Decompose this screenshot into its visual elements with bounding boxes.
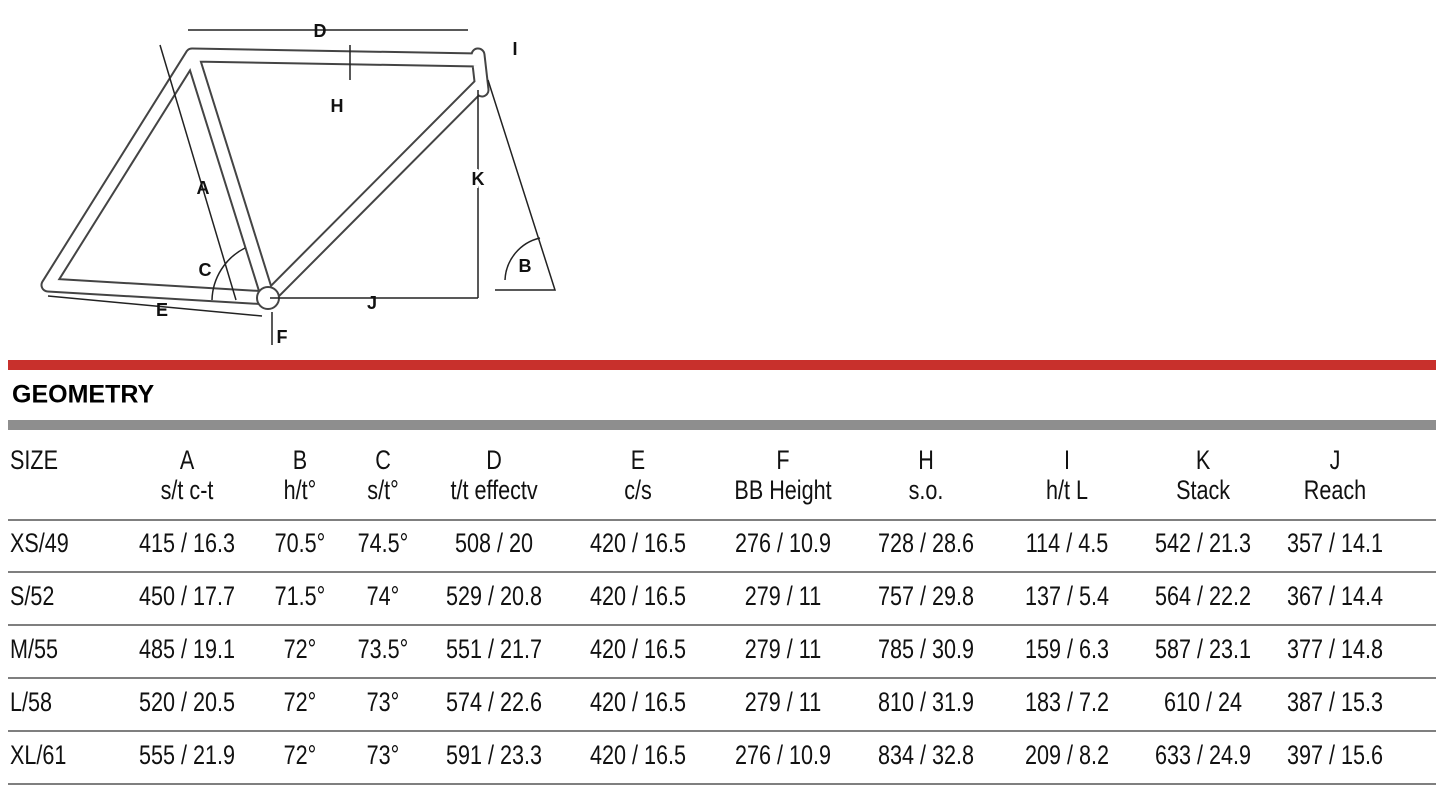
value-cell: 72° [284, 635, 317, 665]
value-cell: 137 / 5.4 [1025, 582, 1109, 612]
value-cell: 279 / 11 [745, 582, 821, 612]
header-name: BB Height [734, 476, 831, 506]
value-cell: 183 / 7.2 [1025, 688, 1109, 718]
diagram-label: F [277, 327, 288, 347]
value-cell: 508 / 20 [455, 529, 533, 559]
diagram-label: K [472, 169, 485, 189]
header-name: s/t c-t [161, 476, 214, 506]
header-name: SIZE [10, 446, 58, 476]
diagram-label: D [314, 21, 327, 41]
value-cell: 276 / 10.9 [735, 741, 831, 771]
value-cell: 810 / 31.9 [878, 688, 974, 718]
size-cell: XL/61 [10, 741, 66, 771]
header-name: Stack [1176, 476, 1231, 506]
header-letter: D [486, 446, 502, 476]
value-cell: 529 / 20.8 [446, 582, 542, 612]
value-cell: 420 / 16.5 [590, 582, 686, 612]
value-cell: 276 / 10.9 [735, 529, 831, 559]
header-letter: J [1330, 446, 1341, 476]
value-cell: 114 / 4.5 [1026, 529, 1108, 559]
header-letter: B [293, 446, 307, 476]
value-cell: 633 / 24.9 [1155, 741, 1251, 771]
value-cell: 159 / 6.3 [1025, 635, 1109, 665]
diagram-label: H [331, 96, 344, 116]
value-cell: 485 / 19.1 [139, 635, 235, 665]
value-cell: 387 / 15.3 [1287, 688, 1383, 718]
diagram-label: B [519, 256, 532, 276]
header-letter: F [776, 446, 789, 476]
section-title: GEOMETRY [12, 381, 154, 409]
value-cell: 74° [367, 582, 400, 612]
value-cell: 420 / 16.5 [590, 741, 686, 771]
header-name: s/t° [367, 476, 398, 506]
frame-diagram: D I H K A C B E J F [40, 21, 557, 347]
value-cell: 71.5° [275, 582, 326, 612]
value-cell: 357 / 14.1 [1287, 529, 1383, 559]
size-cell: M/55 [10, 635, 58, 665]
diagram-label: E [156, 300, 168, 320]
value-cell: 785 / 30.9 [878, 635, 974, 665]
value-cell: 74.5° [358, 529, 409, 559]
value-cell: 70.5° [275, 529, 326, 559]
value-cell: 73° [367, 741, 400, 771]
size-cell: XS/49 [10, 529, 69, 559]
value-cell: 728 / 28.6 [878, 529, 974, 559]
header-letter: I [1064, 446, 1070, 476]
red-rule [8, 360, 1436, 370]
geometry-table: SIZE As/t c-t Bh/t° Cs/t° Dt/t effectv Ec/s FB… [8, 446, 1436, 785]
header-letter: C [375, 446, 391, 476]
value-cell: 591 / 23.3 [446, 741, 542, 771]
value-cell: 415 / 16.3 [139, 529, 235, 559]
header-letter: K [1196, 446, 1211, 476]
header-name: c/s [624, 476, 652, 506]
value-cell: 564 / 22.2 [1155, 582, 1251, 612]
value-cell: 377 / 14.8 [1287, 635, 1383, 665]
header-name: h/t° [284, 476, 317, 506]
diagram-label: A [197, 178, 210, 198]
value-cell: 73° [367, 688, 400, 718]
value-cell: 72° [284, 741, 317, 771]
value-cell: 420 / 16.5 [590, 529, 686, 559]
gray-rule [8, 420, 1436, 430]
value-cell: 420 / 16.5 [590, 635, 686, 665]
value-cell: 279 / 11 [745, 688, 821, 718]
diagram-label: C [199, 260, 212, 280]
value-cell: 587 / 23.1 [1155, 635, 1251, 665]
header-name: Reach [1304, 476, 1366, 506]
value-cell: 72° [284, 688, 317, 718]
value-cell: 551 / 21.7 [446, 635, 542, 665]
value-cell: 367 / 14.4 [1287, 582, 1383, 612]
header-name: t/t effectv [450, 476, 538, 506]
size-cell: S/52 [10, 582, 54, 612]
header-name: s.o. [909, 476, 944, 506]
value-cell: 574 / 22.6 [446, 688, 542, 718]
value-cell: 209 / 8.2 [1025, 741, 1109, 771]
header-name: h/t L [1046, 476, 1088, 506]
diagram-label: I [512, 39, 517, 59]
value-cell: 555 / 21.9 [139, 741, 235, 771]
value-cell: 397 / 15.6 [1287, 741, 1383, 771]
value-cell: 520 / 20.5 [139, 688, 235, 718]
value-cell: 834 / 32.8 [878, 741, 974, 771]
value-cell: 279 / 11 [745, 635, 821, 665]
value-cell: 450 / 17.7 [139, 582, 235, 612]
diagram-label: J [367, 293, 377, 313]
header-letter: H [918, 446, 934, 476]
header-letter: A [180, 446, 195, 476]
header-letter: E [631, 446, 645, 476]
value-cell: 73.5° [358, 635, 409, 665]
value-cell: 542 / 21.3 [1155, 529, 1251, 559]
value-cell: 757 / 29.8 [878, 582, 974, 612]
size-cell: L/58 [10, 688, 52, 718]
value-cell: 420 / 16.5 [590, 688, 686, 718]
value-cell: 610 / 24 [1164, 688, 1242, 718]
